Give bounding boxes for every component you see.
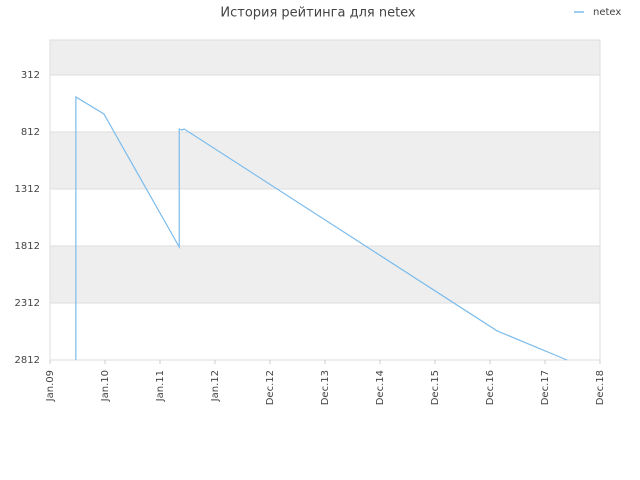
band [50,245,600,303]
y-tick-label: 2812 [15,355,40,366]
band [50,188,600,246]
line [75,95,568,361]
x-tick-label: Dec.13 [320,370,331,405]
x-tick-label: Jan.12 [210,370,221,402]
band [50,74,600,132]
x-tick-label: Jan.09 [45,370,56,402]
band [50,131,600,189]
y-tick-label: 2312 [15,298,40,309]
y-tick-label: 1312 [15,184,40,195]
x-tick-label: Dec.14 [375,370,386,405]
x-tick-label: Dec.15 [430,370,441,405]
x-tick-label: Dec.17 [540,370,551,405]
x-tick-label: Dec.12 [265,370,276,405]
y-tick-label: 812 [21,127,40,138]
y-tick-label: 312 [21,70,40,81]
x-tick-label: Dec.18 [595,370,606,405]
legend-label: netex [593,7,621,18]
chart-title: История рейтинга для netex [220,6,416,21]
band [50,40,600,75]
x-tick-label: Dec.16 [485,370,496,405]
x-tick-label: Jan.10 [100,370,111,402]
x-tick-label: Jan.11 [155,370,166,402]
y-tick-label: 1812 [15,241,40,252]
band [50,302,600,360]
